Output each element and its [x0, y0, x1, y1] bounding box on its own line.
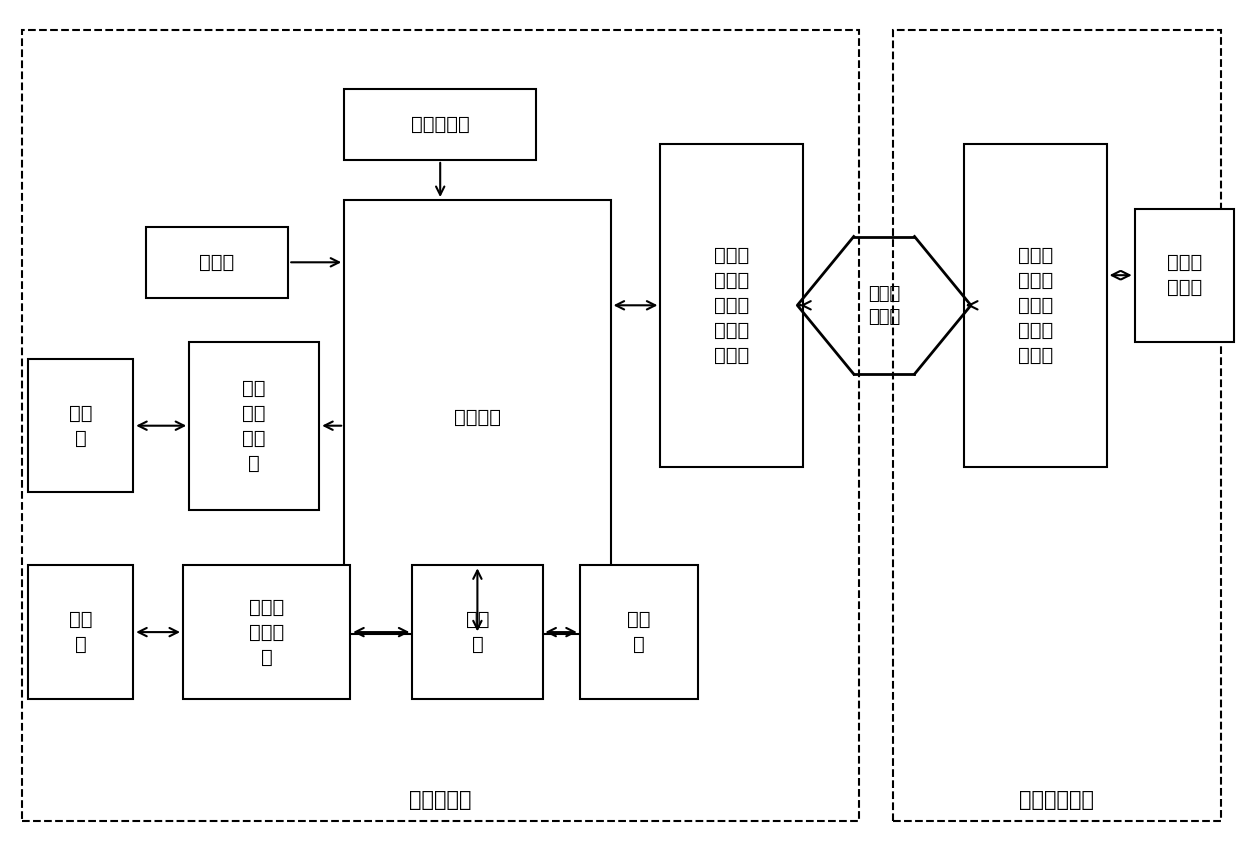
Bar: [965, 144, 1106, 466]
Bar: [146, 227, 288, 298]
Text: 水面声
纳发射
模块和
声纳接
收模块: 水面声 纳发射 模块和 声纳接 收模块: [1018, 246, 1053, 365]
Text: 中控平台: 中控平台: [454, 408, 501, 427]
Text: 发电电
动一体
机: 发电电 动一体 机: [249, 598, 284, 666]
Text: 压缩
泵驱
动模
块: 压缩 泵驱 动模 块: [243, 378, 265, 473]
Bar: [22, 30, 859, 821]
Text: 压缩
泵: 压缩 泵: [69, 403, 92, 448]
Bar: [893, 30, 1221, 821]
Text: 水下机器人: 水下机器人: [409, 789, 471, 810]
Bar: [343, 89, 536, 160]
Text: 声纳无
线通信: 声纳无 线通信: [868, 285, 900, 326]
Text: 水深控
制指令: 水深控 制指令: [1167, 253, 1202, 298]
Text: 螺旋
桨: 螺旋 桨: [69, 610, 92, 654]
Bar: [1135, 208, 1234, 342]
Bar: [345, 200, 611, 635]
Bar: [27, 359, 134, 492]
Text: 水下声
纳发射
模块和
声纳接
收模块: 水下声 纳发射 模块和 声纳接 收模块: [714, 246, 749, 365]
Bar: [580, 566, 697, 698]
Bar: [412, 566, 543, 698]
Bar: [660, 144, 804, 466]
Bar: [184, 566, 350, 698]
Text: 压力传感器: 压力传感器: [410, 115, 470, 134]
Text: 陀螺仪: 陀螺仪: [200, 253, 234, 272]
Bar: [188, 341, 320, 509]
Text: 逆变
器: 逆变 器: [466, 610, 489, 654]
Text: 水上指挥系统: 水上指挥系统: [1019, 789, 1094, 810]
Text: 蓄电
池: 蓄电 池: [627, 610, 650, 654]
Bar: [27, 566, 134, 698]
